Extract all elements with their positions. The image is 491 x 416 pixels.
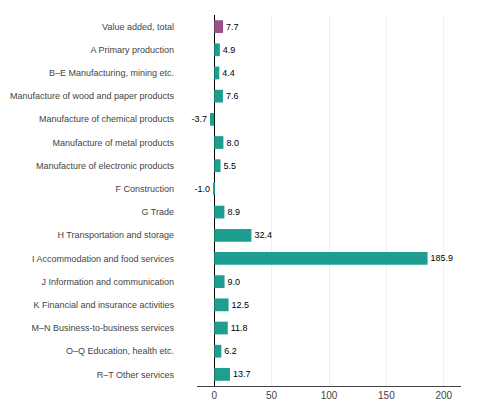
svg-text:9.0: 9.0 [228, 277, 241, 287]
svg-text:7.6: 7.6 [226, 91, 239, 101]
svg-text:100: 100 [321, 390, 338, 401]
svg-text:4.4: 4.4 [222, 68, 235, 78]
svg-text:Manufacture of metal products: Manufacture of metal products [52, 138, 174, 148]
svg-text:13.7: 13.7 [233, 369, 251, 379]
svg-text:Manufacture of wood and paper: Manufacture of wood and paper products [10, 91, 175, 101]
svg-text:12.5: 12.5 [232, 300, 250, 310]
svg-text:7.7: 7.7 [226, 22, 239, 32]
svg-text:8.0: 8.0 [226, 138, 239, 148]
svg-text:M–N Business-to-business servi: M–N Business-to-business services [31, 323, 174, 333]
svg-text:R–T Other services: R–T Other services [97, 370, 175, 380]
svg-text:5.5: 5.5 [224, 161, 237, 171]
svg-text:B–E Manufacturing, mining etc.: B–E Manufacturing, mining etc. [49, 68, 174, 78]
svg-text:-1.0: -1.0 [194, 184, 210, 194]
svg-text:J Information and communicatio: J Information and communication [41, 277, 174, 287]
svg-text:11.8: 11.8 [231, 323, 248, 333]
svg-text:-3.7: -3.7 [191, 114, 207, 124]
svg-text:H Transportation and storage: H Transportation and storage [57, 230, 174, 240]
svg-text:Value added, total: Value added, total [102, 22, 174, 32]
svg-text:6.2: 6.2 [224, 346, 237, 356]
svg-text:K Financial and insurance acti: K Financial and insurance activities [33, 300, 174, 310]
svg-text:F Construction: F Construction [115, 184, 174, 194]
svg-text:200: 200 [435, 390, 452, 401]
svg-text:Manufacture of electronic prod: Manufacture of electronic products [36, 161, 175, 171]
svg-text:G Trade: G Trade [141, 207, 174, 217]
svg-text:185.9: 185.9 [431, 253, 454, 263]
svg-text:32.4: 32.4 [254, 230, 272, 240]
svg-text:A Primary production: A Primary production [90, 45, 174, 55]
svg-text:50: 50 [266, 390, 278, 401]
svg-text:I Accommodation and food servi: I Accommodation and food services [32, 254, 175, 264]
svg-text:Manufacture of chemical produc: Manufacture of chemical products [39, 114, 175, 124]
svg-text:0: 0 [211, 390, 217, 401]
svg-text:150: 150 [378, 390, 395, 401]
svg-text:4.9: 4.9 [223, 45, 236, 55]
svg-text:O–Q Education, health etc.: O–Q Education, health etc. [66, 346, 174, 356]
svg-text:8.9: 8.9 [227, 207, 240, 217]
